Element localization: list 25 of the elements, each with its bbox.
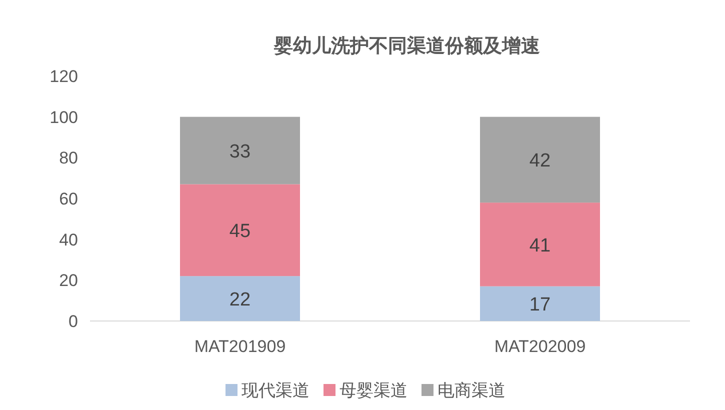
y-tick-label: 100 (50, 108, 78, 127)
legend-label: 电商渠道 (438, 381, 506, 400)
y-tick-label: 0 (68, 312, 78, 331)
legend-label: 母婴渠道 (340, 381, 408, 400)
bar (480, 286, 600, 321)
x-tick-label: MAT202009 (494, 337, 586, 356)
data-label: 22 (229, 290, 251, 311)
data-label: 45 (229, 221, 251, 242)
bar (480, 116, 600, 203)
bar (180, 276, 300, 321)
y-tick-label: 80 (59, 148, 78, 168)
bar (480, 202, 600, 286)
chart-title: 婴幼儿洗护不同渠道份额及增速 (273, 35, 540, 57)
legend-label: 现代渠道 (242, 381, 310, 400)
x-tick-label: MAT201909 (194, 337, 286, 356)
data-label: 41 (529, 235, 551, 256)
bar (180, 116, 300, 184)
y-tick-label: 40 (59, 230, 78, 250)
y-tick-label: 120 (50, 67, 78, 86)
y-tick-label: 20 (59, 271, 78, 290)
data-label: 17 (529, 294, 551, 316)
data-label: 42 (529, 150, 551, 172)
y-tick-label: 60 (59, 190, 78, 208)
bar (180, 184, 300, 276)
data-label: 33 (229, 142, 251, 163)
